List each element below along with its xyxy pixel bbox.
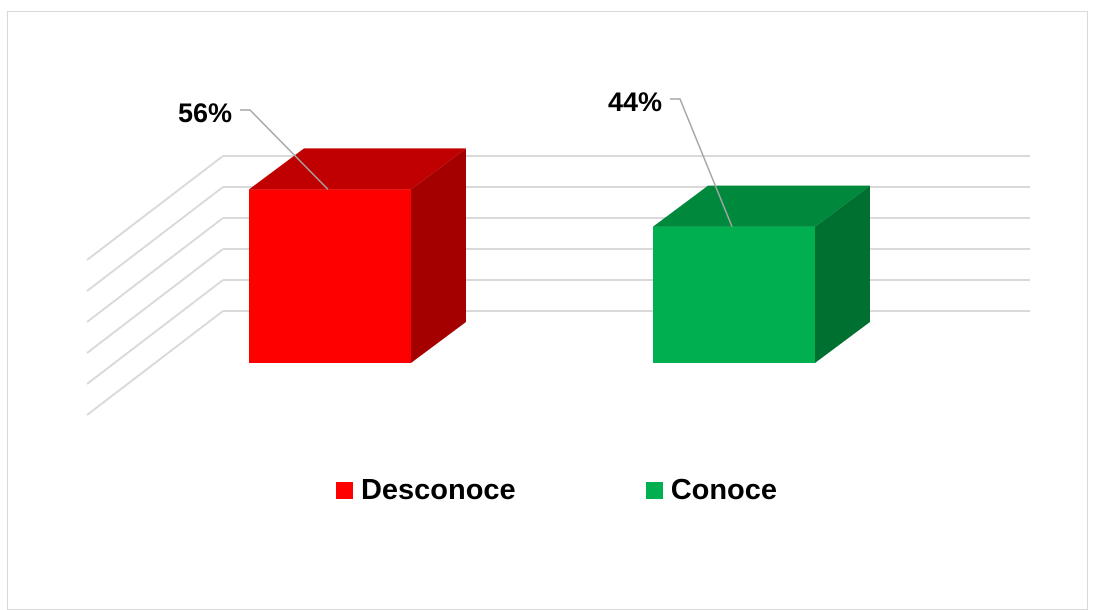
leader-line-desconoce xyxy=(240,109,329,190)
bar-side-desconoce xyxy=(411,148,466,363)
gridline-side xyxy=(86,155,224,261)
bar-top-conoce xyxy=(653,185,870,227)
data-labels: 56% 44% xyxy=(178,87,733,227)
gridline-side xyxy=(86,217,224,323)
gridline-side xyxy=(86,310,224,416)
legend-label-desconoce: Desconoce xyxy=(360,473,516,506)
legend: Desconoce Conoce xyxy=(0,470,1093,510)
data-label-desconoce: 56% xyxy=(178,98,232,128)
legend-swatch-conoce xyxy=(645,481,663,499)
bar-front-desconoce xyxy=(249,189,411,363)
legend-item-desconoce: Desconoce xyxy=(335,473,516,507)
gridline-side xyxy=(86,186,224,292)
bars xyxy=(249,148,870,363)
gridline-side xyxy=(86,248,224,354)
legend-label-conoce: Conoce xyxy=(670,473,778,506)
bar-side-conoce xyxy=(815,185,870,363)
leader-line-conoce xyxy=(670,98,733,227)
gridlines xyxy=(86,155,1030,416)
gridline-side xyxy=(86,279,224,385)
bar-front-conoce xyxy=(653,226,815,363)
legend-item-conoce: Conoce xyxy=(645,473,778,507)
legend-swatch-desconoce xyxy=(335,481,353,499)
bar-top-desconoce xyxy=(249,148,466,190)
data-label-conoce: 44% xyxy=(608,87,662,117)
